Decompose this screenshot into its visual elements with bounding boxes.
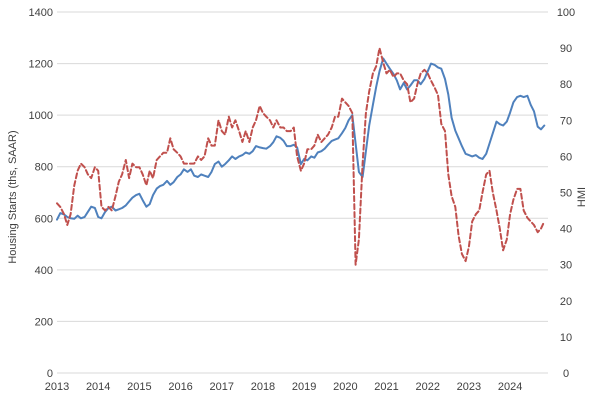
y-tick-label: 0 <box>47 368 53 380</box>
x-tick-label: 2014 <box>86 381 110 393</box>
right-axis-title: HMI <box>576 187 588 207</box>
y-tick-label: 400 <box>35 265 53 277</box>
y2-tick-label: 30 <box>560 260 572 272</box>
y2-tick-label: 50 <box>560 188 572 200</box>
y2-tick-label: 0 <box>563 368 569 380</box>
x-tick-label: 2021 <box>374 381 398 393</box>
y2-tick-label: 10 <box>560 332 572 344</box>
y2-tick-label: 70 <box>560 115 572 127</box>
y2-tick-label: 40 <box>560 224 572 236</box>
housing-starts-series-line <box>56 57 546 221</box>
left-axis-title: Housing Starts (ths, SAAR) <box>7 130 19 263</box>
right-axis-ticks: 0 10 20 30 40 50 60 70 80 90 100 <box>557 7 575 380</box>
y2-tick-label: 80 <box>560 79 572 91</box>
left-axis-ticks: 0 200 400 600 800 1000 1200 1400 <box>29 7 53 380</box>
y-tick-label: 800 <box>35 162 53 174</box>
y2-tick-label: 90 <box>560 43 572 55</box>
y-tick-label: 200 <box>35 316 53 328</box>
y-tick-label: 1400 <box>29 7 53 19</box>
x-tick-label: 2015 <box>127 381 151 393</box>
x-tick-label: 2020 <box>333 381 357 393</box>
y2-tick-label: 100 <box>557 7 575 19</box>
x-tick-label: 2016 <box>168 381 192 393</box>
y-tick-label: 600 <box>35 213 53 225</box>
x-tick-label: 2022 <box>415 381 439 393</box>
y-tick-label: 1000 <box>29 110 53 122</box>
series-lines <box>56 47 546 266</box>
horizontal-gridlines <box>57 11 548 374</box>
y2-tick-label: 20 <box>560 296 572 308</box>
x-tick-label: 2017 <box>210 381 234 393</box>
x-tick-label: 2018 <box>251 381 275 393</box>
x-tick-label: 2013 <box>45 381 69 393</box>
y2-tick-label: 60 <box>560 151 572 163</box>
x-axis-ticks: 2013 2014 2015 2016 2017 2018 2019 2020 2021 2022… <box>45 381 523 393</box>
hmi-series-line <box>56 47 546 266</box>
x-tick-label: 2019 <box>292 381 316 393</box>
x-tick-label: 2024 <box>498 381 522 393</box>
y-tick-label: 1200 <box>29 59 53 71</box>
x-tick-label: 2023 <box>457 381 481 393</box>
